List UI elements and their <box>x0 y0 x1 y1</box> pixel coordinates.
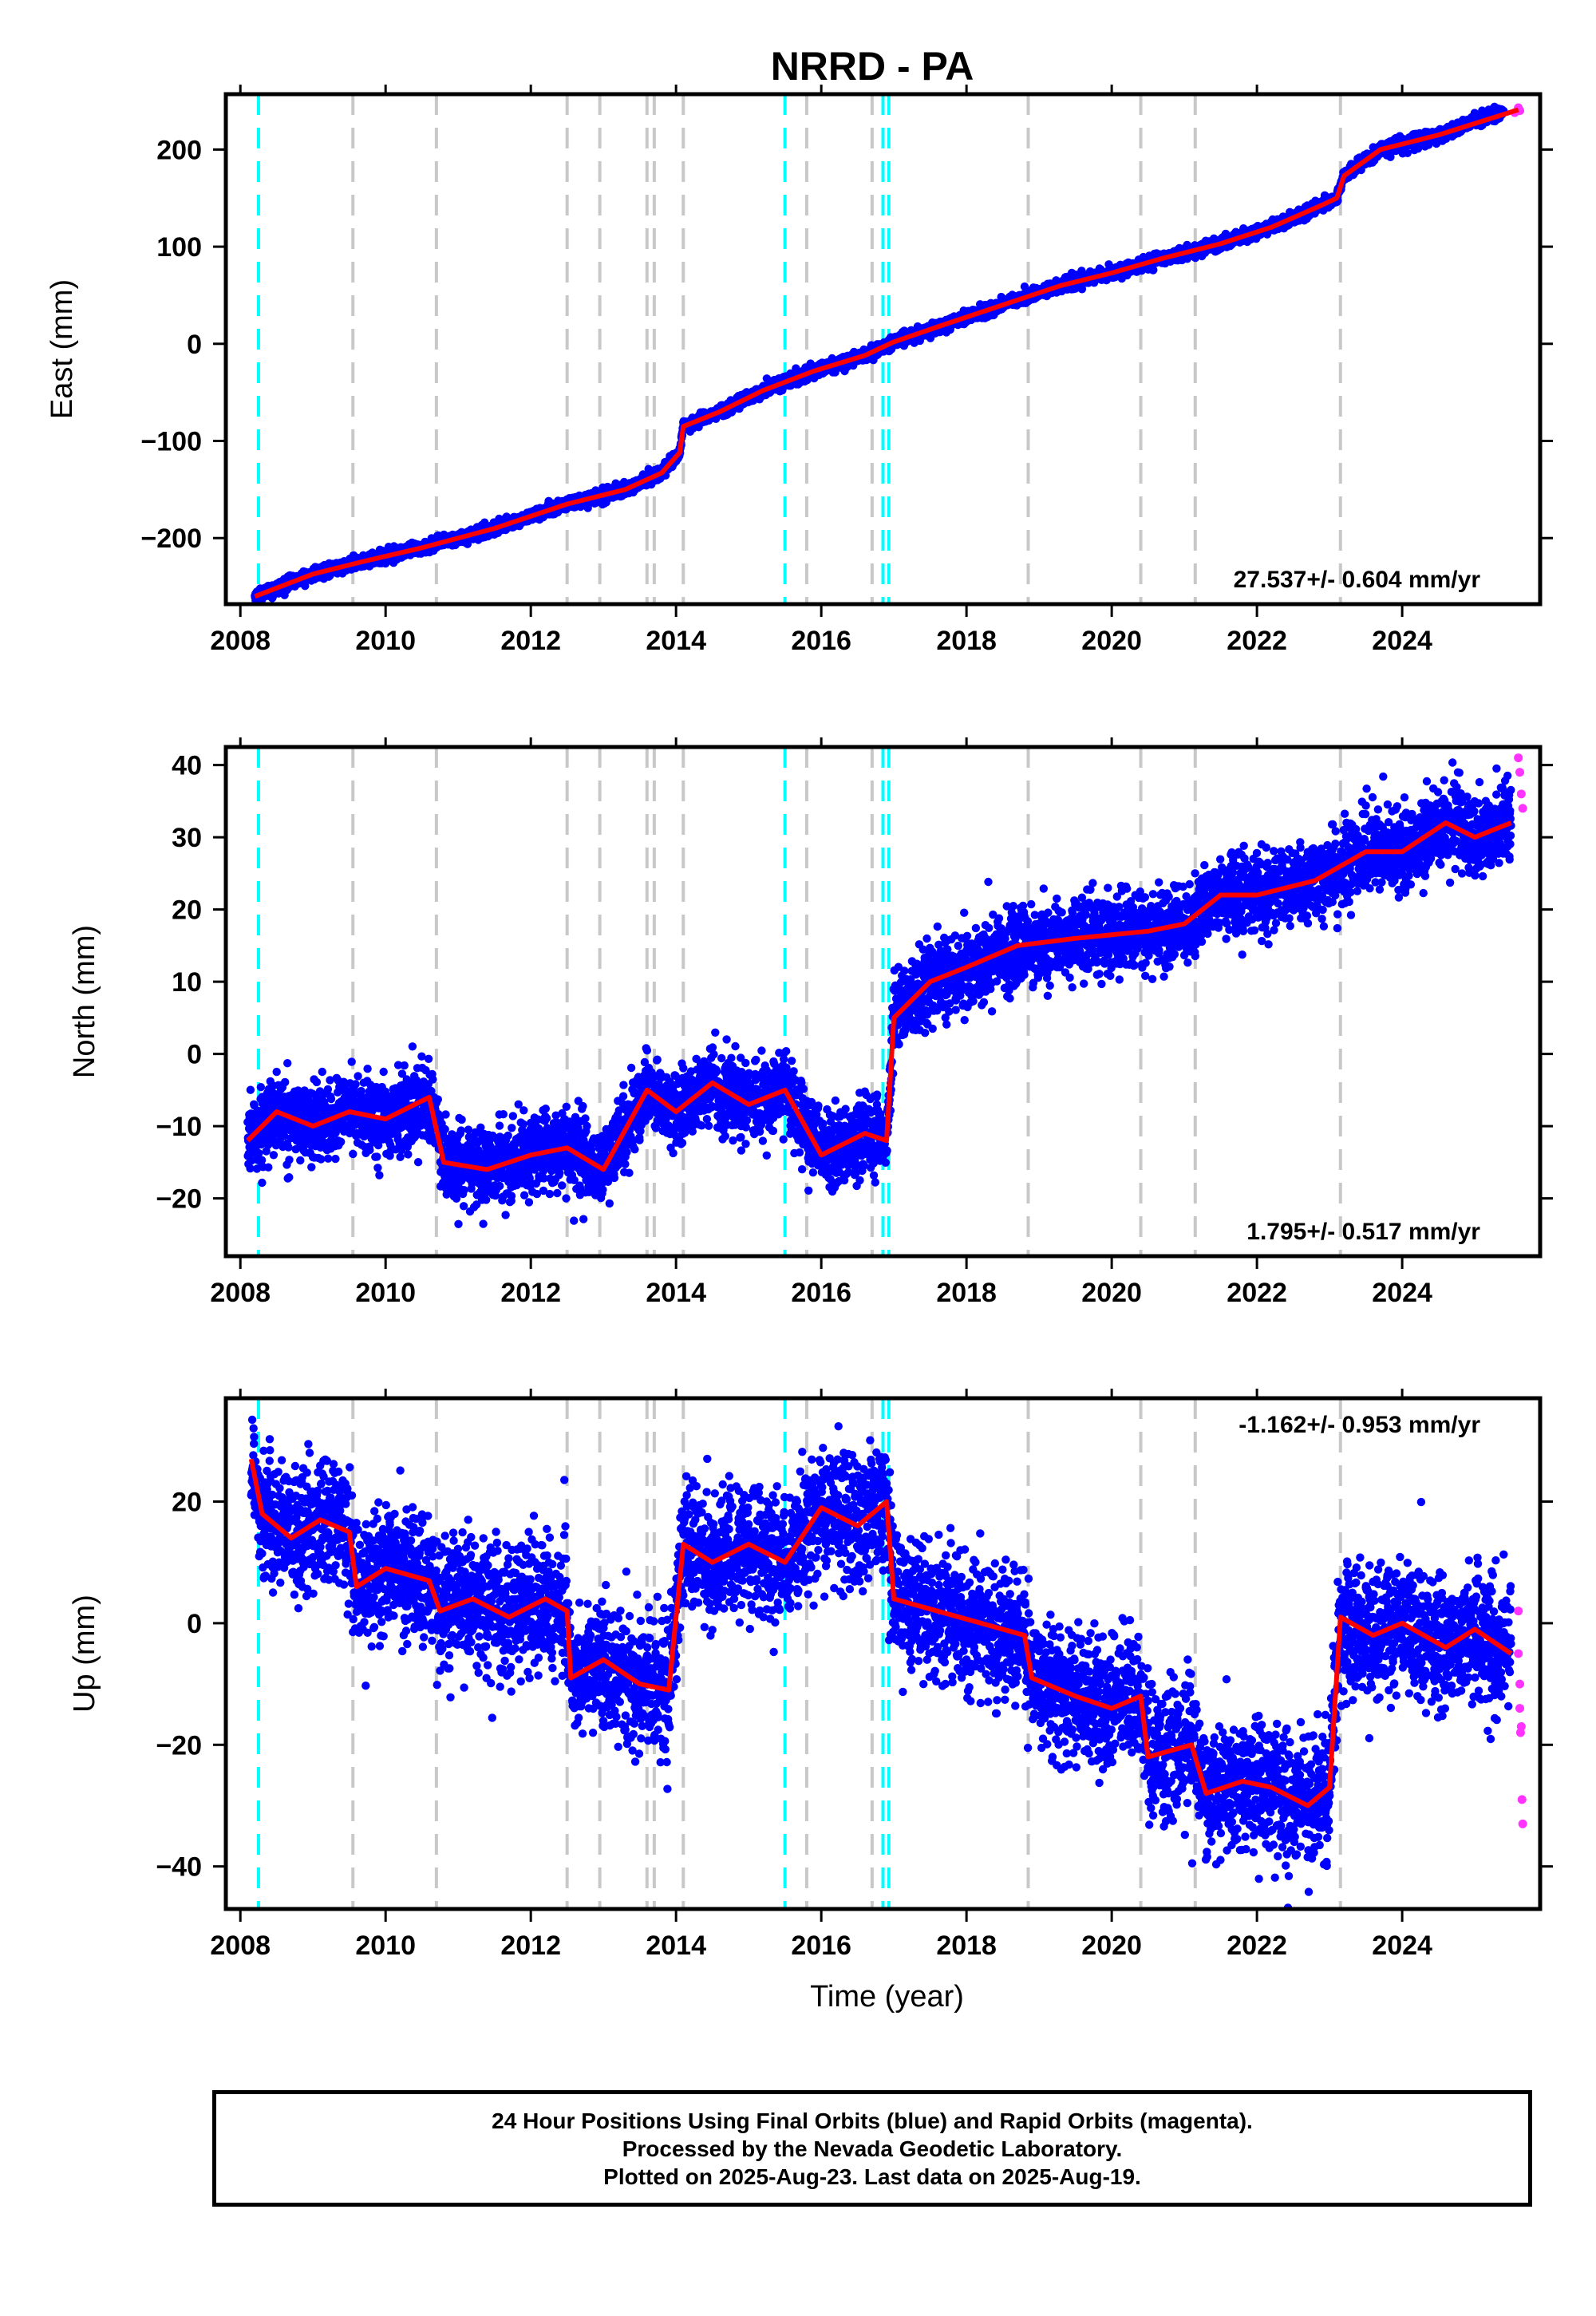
final-orbit-point <box>463 539 472 548</box>
final-orbit-point <box>1149 266 1158 275</box>
panels: 2008 2010 2012 2014 2016 2018 2020 2022 2024−200… <box>45 85 1553 2014</box>
chart-title: NRRD - PA <box>771 44 974 89</box>
final-orbit-points <box>251 102 1508 604</box>
plot-area <box>251 94 1525 604</box>
panel-east: 2008 2010 2012 2014 2016 2018 2020 2022 2024−200… <box>45 85 1553 656</box>
